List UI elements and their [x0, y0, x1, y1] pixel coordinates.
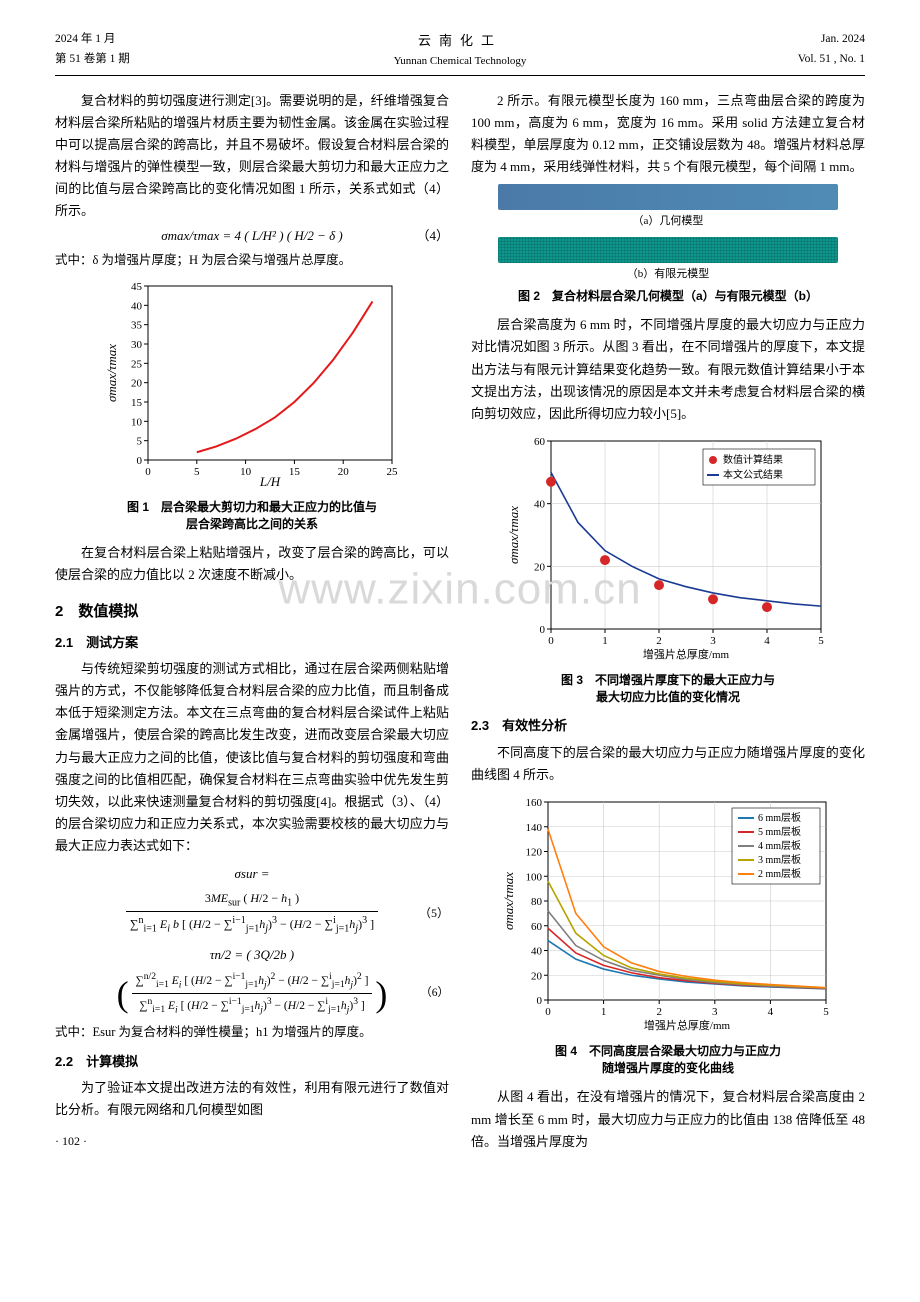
para-l1: 复合材料的剪切强度进行测定[3]。需要说明的是，纤维增强复合材料层合梁所粘贴的增…: [55, 90, 449, 223]
svg-text:20: 20: [131, 377, 143, 389]
fig4-caption: 图 4 不同高度层合梁最大切应力与正应力 随增强片厚度的变化曲线: [471, 1043, 865, 1077]
chart-4-svg: 0 20 40 60 80 100 120 140 160 0 1 2 3 4 5 6 mm层板5 mm层板4…: [498, 792, 838, 1032]
svg-text:45: 45: [131, 281, 143, 293]
fig2a-label: （a）几何模型: [471, 212, 865, 231]
journal-cn: 云南化工: [235, 30, 685, 52]
svg-text:20: 20: [534, 561, 546, 573]
subsec-2-2: 2.2 计算模拟: [55, 1051, 449, 1073]
header-month: Jan. 2024: [685, 30, 865, 50]
fig3-caption: 图 3 不同增强片厚度下的最大正应力与 最大切应力比值的变化情况: [471, 672, 865, 706]
svg-text:2 mm层板: 2 mm层板: [758, 867, 801, 880]
svg-text:0: 0: [545, 1006, 551, 1018]
svg-text:增强片总厚度/mm: 增强片总厚度/mm: [644, 1018, 731, 1032]
svg-text:σmax/τmax: σmax/τmax: [506, 506, 521, 564]
para-r2: 层合梁高度为 6 mm 时，不同增强片厚度的最大切应力与正应力对比情况如图 3 …: [471, 314, 865, 424]
svg-text:1: 1: [602, 635, 608, 647]
fig1-caption: 图 1 层合梁最大剪切力和最大正应力的比值与 层合梁跨高比之间的关系: [55, 499, 449, 533]
svg-text:2: 2: [656, 635, 662, 647]
svg-text:60: 60: [534, 436, 546, 448]
equation-5b: 3MEsur ( H/2 − h1 ) ∑ni=1 Ei b [ (H/2 − …: [55, 888, 449, 938]
svg-text:40: 40: [131, 300, 143, 312]
chart-1-svg: 0 5 10 15 20 25 30 35 40 45 0 5 10 15 20 25 L/H σmax/τmax: [102, 278, 402, 488]
svg-text:2: 2: [656, 1006, 662, 1018]
svg-text:0: 0: [548, 635, 554, 647]
svg-text:160: 160: [526, 797, 543, 809]
svg-text:40: 40: [531, 945, 543, 957]
svg-text:20: 20: [338, 466, 350, 478]
svg-text:25: 25: [387, 466, 399, 478]
svg-text:60: 60: [531, 921, 543, 933]
header-date: 2024 年 1 月: [55, 30, 235, 50]
equation-6a: τn/2 = ( 3Q/2b ): [55, 944, 449, 966]
svg-text:0: 0: [137, 455, 143, 467]
svg-text:40: 40: [534, 498, 546, 510]
para-21: 与传统短梁剪切强度的测试方式相比，通过在层合梁两侧粘贴增强片的方式，不仅能够降低…: [55, 658, 449, 857]
svg-text:100: 100: [526, 871, 543, 883]
para-r4: 从图 4 看出，在没有增强片的情况下，复合材料层合梁高度由 2 mm 增长至 6…: [471, 1086, 865, 1152]
svg-text:4: 4: [768, 1006, 774, 1018]
svg-text:σmax/τmax: σmax/τmax: [104, 343, 119, 401]
svg-text:5 mm层板: 5 mm层板: [758, 825, 801, 838]
svg-text:20: 20: [531, 970, 543, 982]
para-r1: 2 所示。有限元模型长度为 160 mm，三点弯曲层合梁的跨度为 100 mm，…: [471, 90, 865, 178]
svg-text:25: 25: [131, 358, 143, 370]
equation-4: σmax/τmax = 4 ( L/H² ) ( H/2 − δ ) （4）: [55, 225, 449, 247]
svg-text:5: 5: [823, 1006, 829, 1018]
svg-text:L/H: L/H: [259, 474, 281, 488]
equation-6: ( ∑n/2i=1 Ei [ (H/2 − ∑i−1j=1hj)2 − (H/2…: [55, 969, 449, 1019]
svg-text:σmax/τmax: σmax/τmax: [501, 872, 516, 930]
chart-3-svg: 0 20 40 60 0 1 2 3 4 5 数值计算结果本文公式结果增强片总厚度/mm σmax/τ…: [503, 431, 833, 661]
fig2b-label: （b）有限元模型: [471, 265, 865, 284]
svg-text:120: 120: [526, 846, 543, 858]
svg-text:增强片总厚度/mm: 增强片总厚度/mm: [643, 647, 730, 661]
page-number: · 102 ·: [55, 1131, 449, 1151]
figure-2a: [498, 184, 838, 210]
svg-text:15: 15: [131, 397, 143, 409]
para-22: 为了验证本文提出改进方法的有效性，利用有限元进行了数值对比分析。有限元网络和几何…: [55, 1077, 449, 1121]
svg-text:10: 10: [131, 416, 143, 428]
svg-text:3: 3: [710, 635, 716, 647]
page: www.zixin.com.cn 2024 年 1 月 第 51 卷第 1 期 …: [0, 0, 920, 1302]
para-23: 不同高度下的层合梁的最大切应力与正应力随增强片厚度的变化曲线图 4 所示。: [471, 742, 865, 786]
svg-text:15: 15: [289, 466, 301, 478]
svg-text:0: 0: [145, 466, 151, 478]
header-volno: Vol. 51 , No. 1: [685, 50, 865, 70]
svg-text:3: 3: [712, 1006, 718, 1018]
column-layout: 复合材料的剪切强度进行测定[3]。需要说明的是，纤维增强复合材料层合梁所粘贴的增…: [55, 90, 865, 1153]
svg-text:80: 80: [531, 896, 543, 908]
svg-text:1: 1: [601, 1006, 607, 1018]
svg-text:35: 35: [131, 319, 143, 331]
svg-text:140: 140: [526, 822, 543, 834]
equation-5: σsur =: [55, 863, 449, 885]
journal-en: Yunnan Chemical Technology: [235, 52, 685, 71]
svg-text:4: 4: [764, 635, 770, 647]
svg-text:5: 5: [818, 635, 824, 647]
subsec-2-1: 2.1 测试方案: [55, 632, 449, 654]
svg-text:5: 5: [194, 466, 200, 478]
svg-text:数值计算结果: 数值计算结果: [723, 453, 783, 466]
eq4-note: 式中：δ 为增强片厚度；H 为层合梁与增强片总厚度。: [55, 250, 449, 271]
right-column: 2 所示。有限元模型长度为 160 mm，三点弯曲层合梁的跨度为 100 mm，…: [471, 90, 865, 1153]
subsec-2-3: 2.3 有效性分析: [471, 715, 865, 737]
running-header: 2024 年 1 月 第 51 卷第 1 期 云南化工 Yunnan Chemi…: [55, 30, 865, 76]
svg-text:4 mm层板: 4 mm层板: [758, 839, 801, 852]
svg-text:本文公式结果: 本文公式结果: [723, 468, 783, 481]
left-column: 复合材料的剪切强度进行测定[3]。需要说明的是，纤维增强复合材料层合梁所粘贴的增…: [55, 90, 449, 1153]
figure-1: 0 5 10 15 20 25 30 35 40 45 0 5 10 15 20 25 L/H σmax/τmax: [55, 278, 449, 495]
svg-text:5: 5: [137, 435, 143, 447]
svg-text:0: 0: [540, 624, 546, 636]
svg-text:3 mm层板: 3 mm层板: [758, 853, 801, 866]
svg-text:30: 30: [131, 339, 143, 351]
fig2-caption: 图 2 复合材料层合梁几何模型（a）与有限元模型（b）: [471, 288, 865, 305]
svg-text:6 mm层板: 6 mm层板: [758, 811, 801, 824]
section-2: 2 数值模拟: [55, 599, 449, 625]
eq-note: 式中：Esur 为复合材料的弹性模量；h1 为增强片的厚度。: [55, 1022, 449, 1043]
svg-text:0: 0: [537, 995, 543, 1007]
para-l2: 在复合材料层合梁上粘贴增强片，改变了层合梁的跨高比，可以使层合梁的应力值比以 2…: [55, 542, 449, 586]
header-vol: 第 51 卷第 1 期: [55, 50, 235, 70]
svg-text:10: 10: [240, 466, 252, 478]
figure-4: 0 20 40 60 80 100 120 140 160 0 1 2 3 4 5 6 mm层板5 mm层板4…: [471, 792, 865, 1039]
figure-2b: [498, 237, 838, 263]
figure-3: 0 20 40 60 0 1 2 3 4 5 数值计算结果本文公式结果增强片总厚度/mm σmax/τ…: [471, 431, 865, 668]
